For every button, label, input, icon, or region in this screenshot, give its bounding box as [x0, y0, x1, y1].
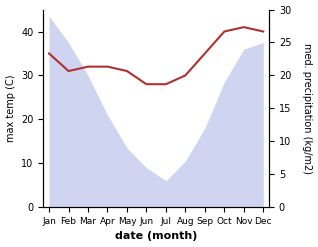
Y-axis label: max temp (C): max temp (C)	[5, 75, 16, 142]
Y-axis label: med. precipitation (kg/m2): med. precipitation (kg/m2)	[302, 43, 313, 174]
X-axis label: date (month): date (month)	[115, 231, 197, 242]
